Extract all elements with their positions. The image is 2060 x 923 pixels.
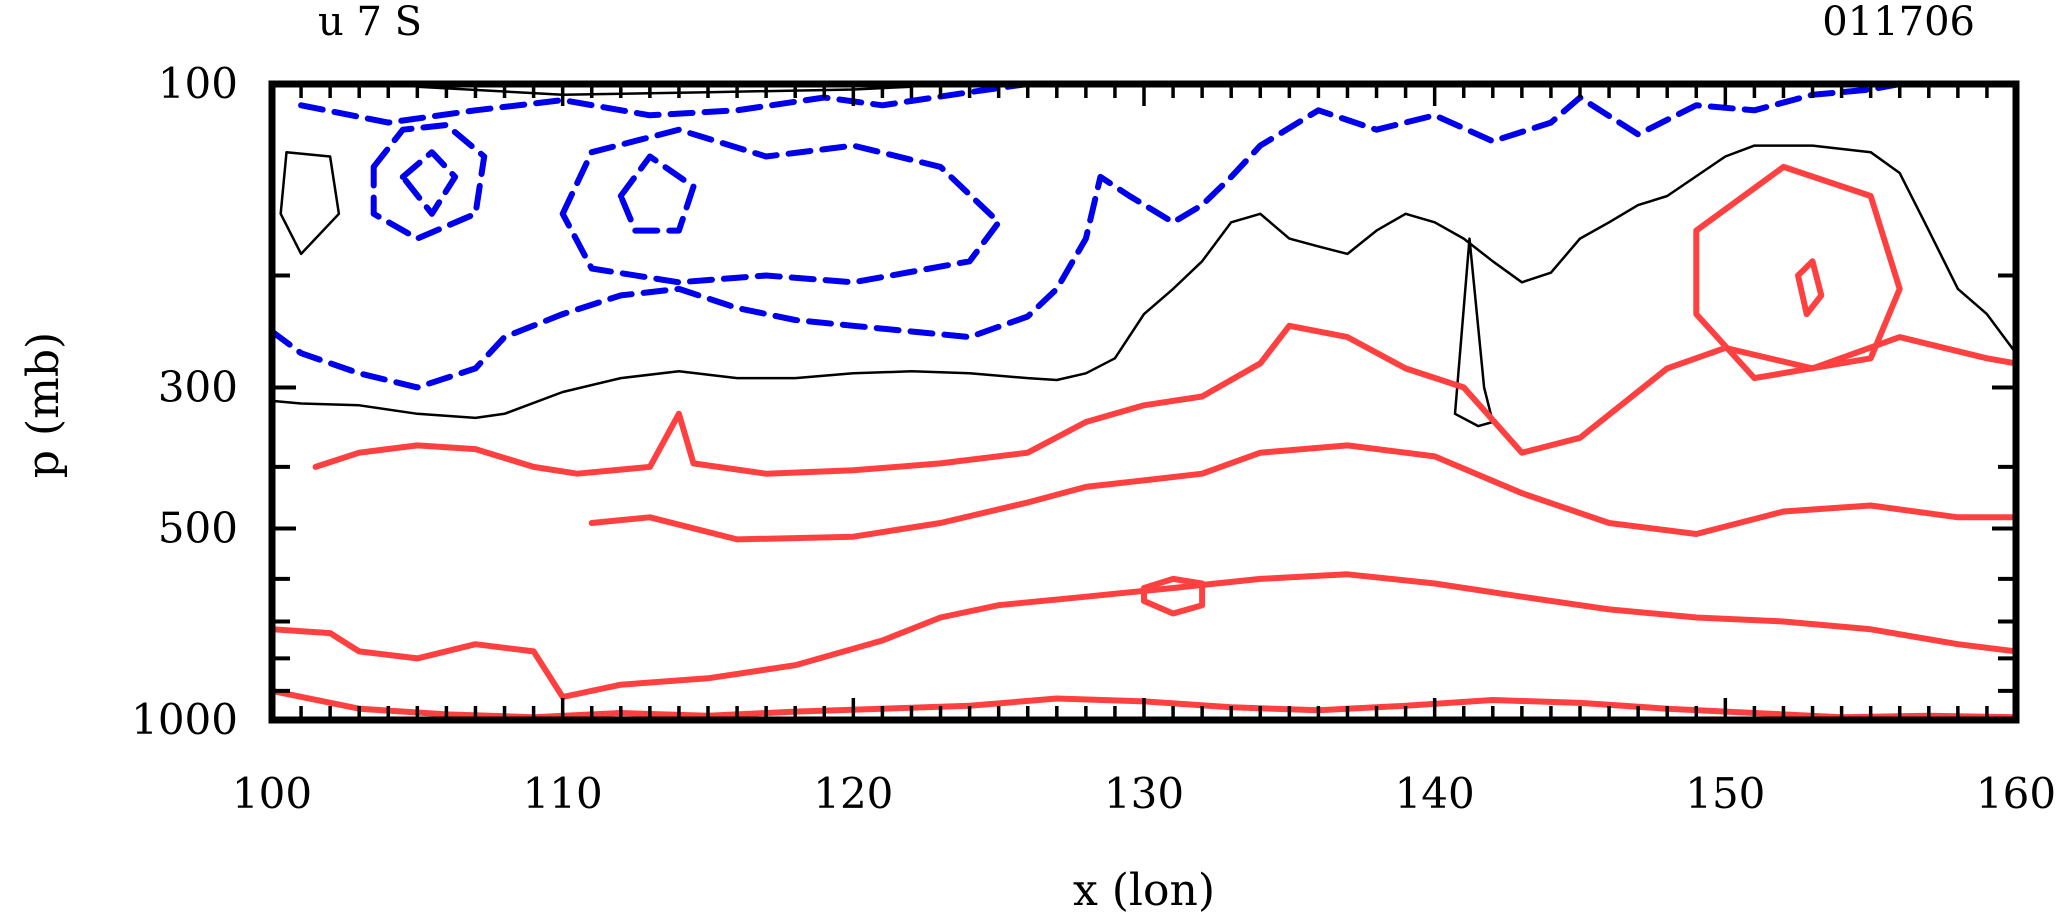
contour-negative-5 xyxy=(370,122,488,242)
contour-positive-14 xyxy=(1141,575,1206,617)
y-tick-label: 500 xyxy=(158,504,238,553)
contour-negative-6 xyxy=(399,149,459,217)
x-tick-label: 100 xyxy=(232,769,312,818)
contour-zero-0 xyxy=(272,144,2016,420)
contour-positive-16 xyxy=(1795,258,1825,318)
contour-positive-11 xyxy=(588,442,2016,543)
y-tick-label: 1000 xyxy=(131,695,238,744)
plot-frame xyxy=(268,80,2020,724)
contour-positive-12 xyxy=(272,571,2016,700)
chart-title-left: u 7 S xyxy=(318,0,422,45)
contour-positive-10 xyxy=(312,322,2016,477)
chart-title-right: 011706 xyxy=(1822,0,1975,45)
x-tick-label: 110 xyxy=(523,769,603,818)
x-tick-label: 140 xyxy=(1395,769,1475,818)
x-tick-label: 130 xyxy=(1104,769,1184,818)
contour-negative-9 xyxy=(298,84,1031,126)
x-tick-label: 150 xyxy=(1685,769,1765,818)
x-tick-label: 160 xyxy=(1976,769,2056,818)
y-tick-label: 300 xyxy=(158,362,238,411)
x-axis-label: x (lon) xyxy=(1073,865,1215,916)
contour-lines xyxy=(272,84,2016,720)
x-tick-labels: 100 110 120 130 140 150 160 xyxy=(232,769,2056,818)
contour-positive-15 xyxy=(1693,163,1903,382)
y-tick-label: 100 xyxy=(158,59,238,108)
y-axis-label: p (mb) xyxy=(18,332,69,478)
contour-negative-4 xyxy=(272,84,1903,391)
contour-negative-8 xyxy=(617,153,697,234)
contour-zero-1 xyxy=(416,85,913,97)
y-tick-labels: 100 300 500 1000 xyxy=(131,59,238,744)
contour-negative-7 xyxy=(559,126,1002,286)
x-tick-label: 120 xyxy=(813,769,893,818)
contour-zero-3 xyxy=(279,150,341,256)
contour-zero-2 xyxy=(1453,237,1495,428)
